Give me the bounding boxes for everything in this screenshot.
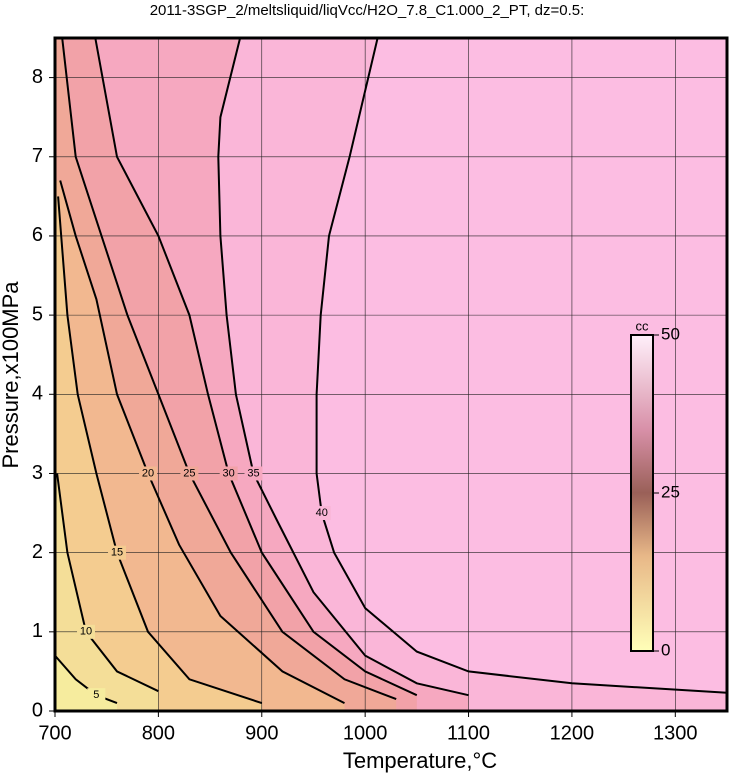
y-tick-label: 7 <box>32 145 43 167</box>
contour-label: 35 <box>247 467 259 479</box>
contour-label: 10 <box>80 626 92 638</box>
contour-line <box>57 196 263 705</box>
x-tick-label: 1100 <box>447 722 490 744</box>
contour-label-bg <box>87 688 106 703</box>
plot-frame <box>53 36 729 713</box>
y-axis-label: Pressure,x100MPa <box>0 281 23 469</box>
contour-label: 30 <box>223 467 235 479</box>
y-tick-label: 1 <box>32 620 43 642</box>
y-tick-label: 0 <box>32 699 43 721</box>
x-tick-label: 700 <box>38 722 71 744</box>
contour-line <box>94 38 418 697</box>
contour-line <box>61 38 397 701</box>
colorbar <box>630 334 654 652</box>
contour-label: 40 <box>316 507 328 519</box>
contour-label-bg <box>77 624 96 639</box>
x-tick-label: 800 <box>142 722 175 744</box>
contour-label-bg <box>139 466 158 481</box>
contour-line <box>217 38 469 697</box>
contour-label-bg <box>312 506 331 521</box>
x-tick-label: 900 <box>245 722 278 744</box>
contour-label: 15 <box>111 547 123 559</box>
y-tick-label: 2 <box>32 541 43 563</box>
contour-label-bg <box>180 466 199 481</box>
contour-label-bg <box>219 466 238 481</box>
contour-fill <box>55 473 159 711</box>
x-tick-label: 1300 <box>653 722 698 744</box>
y-tick-label: 8 <box>32 66 43 88</box>
contour-label: 5 <box>93 689 99 701</box>
colorbar-label: cc <box>636 318 650 333</box>
contour-label: 20 <box>142 467 154 479</box>
x-tick-label: 1200 <box>550 722 595 744</box>
contour-label: 25 <box>183 467 195 479</box>
contour-label-bg <box>244 466 263 481</box>
contour-fill <box>55 655 118 711</box>
colorbar-tick-label: 0 <box>661 640 670 659</box>
y-tick-label: 6 <box>32 224 43 246</box>
y-tick-label: 3 <box>32 462 43 484</box>
y-tick-label: 5 <box>32 303 43 325</box>
colorbar-tick-label: 25 <box>661 482 680 501</box>
contour-line <box>55 654 118 705</box>
x-axis-label: Temperature,°C <box>343 748 497 773</box>
contour-fill <box>55 196 262 711</box>
chart-title: 2011-3SGP_2/meltsliquid/liqVcc/H2O_7.8_C… <box>150 2 585 19</box>
x-tick-label: 1000 <box>343 722 388 744</box>
plot-area: 40 35 30 25 20 15 10 5 <box>55 38 727 711</box>
contour-label-bg <box>108 545 127 560</box>
y-tick-label: 4 <box>32 383 43 405</box>
colorbar-tick-label: 50 <box>661 324 680 343</box>
overlay: 700 800 900 1000 1100 1200 1300 0 1 2 3 4 5 6 7 8 cc 0 25 5… <box>32 36 729 744</box>
